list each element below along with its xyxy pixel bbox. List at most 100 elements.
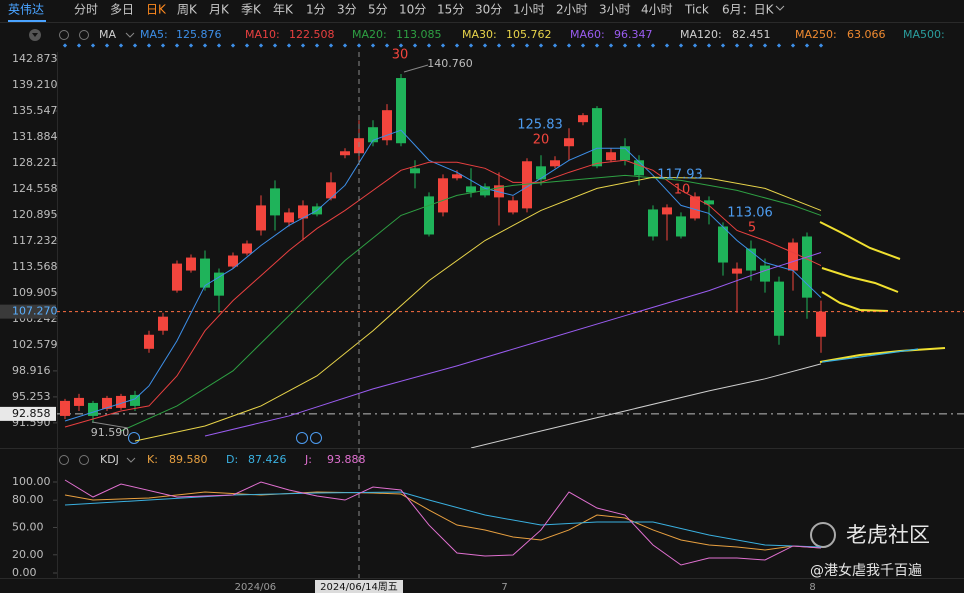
indicator-name: MA	[99, 28, 116, 41]
period-tab[interactable]: 年K	[273, 3, 294, 17]
period-tab[interactable]: 30分	[475, 3, 502, 17]
candle-body	[74, 397, 84, 406]
event-dot	[160, 43, 166, 48]
period-tab[interactable]: 5分	[368, 3, 388, 17]
period-tab[interactable]: 月K	[209, 3, 230, 17]
event-marker[interactable]	[296, 432, 308, 444]
candle-body	[172, 263, 182, 291]
legend-value: 122.508	[289, 28, 335, 41]
candle-body	[102, 397, 112, 409]
legend-value: 87.426	[248, 453, 287, 466]
candle-body	[270, 188, 280, 216]
period-tab[interactable]: 2小时	[556, 3, 588, 17]
legend-value: 93.888	[327, 453, 366, 466]
candle-body	[200, 258, 210, 288]
period-tab[interactable]: 多日	[110, 3, 134, 17]
event-dot	[90, 43, 96, 48]
candle-body	[214, 272, 224, 296]
indicator-line	[64, 129, 822, 422]
y-tick-label: 117.232	[12, 234, 58, 247]
candle-body	[802, 236, 812, 298]
candle-body	[130, 394, 140, 406]
candle-body	[368, 127, 378, 143]
y-tick-label: 102.579	[12, 338, 58, 351]
period-tab[interactable]: 周K	[177, 3, 198, 17]
event-dot	[76, 43, 82, 48]
y-tick-label: 120.895	[12, 208, 58, 221]
candle-body	[452, 174, 462, 179]
indicator-line	[134, 176, 822, 442]
period-tab[interactable]: 15分	[437, 3, 464, 17]
period-tab[interactable]: Tick	[684, 3, 709, 17]
event-dot	[188, 43, 194, 48]
legend-name: MA60:	[570, 28, 605, 41]
period-tab[interactable]: 季K	[241, 3, 262, 17]
period-tab[interactable]: 1小时	[513, 3, 545, 17]
indicator-line	[64, 491, 822, 551]
symbol-tab[interactable]: 英伟达	[8, 3, 44, 17]
candle-body	[326, 182, 336, 199]
candle-body	[186, 257, 196, 271]
period-dropdown[interactable]	[775, 5, 785, 11]
legend-value: 63.066	[847, 28, 886, 41]
annotation: 5	[748, 221, 756, 236]
y-tick-label: 124.558	[12, 182, 58, 195]
annotation: 140.760	[427, 57, 473, 70]
candle-body	[228, 255, 238, 267]
candle-body	[242, 243, 252, 254]
event-dot	[118, 43, 124, 48]
y-tick-label: 95.253	[12, 390, 51, 403]
y-tick-label: 113.568	[12, 260, 58, 273]
y-tick-label: 0.00	[12, 566, 37, 579]
legend-value: 96.347	[614, 28, 653, 41]
legend-name: MA120:	[680, 28, 722, 41]
kdj-dropdown[interactable]	[126, 457, 136, 463]
period-tab[interactable]: 3分	[337, 3, 357, 17]
y-tick-label: 131.884	[12, 130, 58, 143]
watermark-brand: 老虎社区	[846, 523, 930, 547]
period-tab[interactable]: 日K	[146, 3, 167, 17]
candle-body	[788, 242, 798, 271]
settings-icon[interactable]	[59, 30, 69, 40]
event-dot	[62, 43, 68, 48]
period-tab[interactable]: 10分	[399, 3, 426, 17]
candle-body	[760, 265, 770, 282]
price-tag	[0, 406, 56, 421]
y-tick-label: 128.221	[12, 156, 58, 169]
y-tick-label: 109.905	[12, 286, 58, 299]
period-tab[interactable]: 6月：日K	[722, 3, 775, 17]
indicator-name: KDJ	[100, 453, 119, 466]
period-tab[interactable]: 4小时	[641, 3, 673, 17]
candle-body	[256, 205, 266, 231]
candle-body	[396, 78, 406, 144]
annotation-leader	[91, 421, 129, 429]
candle-body	[410, 168, 420, 174]
indicator-line	[204, 252, 822, 437]
indicator-line	[120, 174, 822, 432]
candle-body	[592, 108, 602, 167]
event-marker[interactable]	[310, 432, 322, 444]
legend-name: MA500:	[903, 28, 945, 41]
period-tab[interactable]: 分时	[74, 3, 98, 17]
kdj-visibility-icon[interactable]	[79, 455, 89, 465]
legend-name: J:	[304, 453, 312, 466]
drawing-line	[821, 348, 919, 363]
period-tab[interactable]: 3小时	[599, 3, 631, 17]
collapse-arrow	[32, 33, 38, 37]
event-marker[interactable]	[128, 432, 140, 444]
candle-body	[676, 216, 686, 237]
event-dot	[244, 43, 250, 48]
visibility-icon[interactable]	[79, 30, 89, 40]
annotation: 113.06	[727, 206, 773, 221]
candle-body	[746, 248, 756, 271]
cursor-label: 2024/06/14周五	[320, 581, 398, 593]
ma-dropdown[interactable]	[125, 32, 135, 38]
price-plot	[57, 73, 964, 448]
legend-value: 113.085	[396, 28, 442, 41]
period-tab[interactable]: 1分	[306, 3, 326, 17]
legend-name: MA5:	[140, 28, 168, 41]
event-dot	[132, 43, 138, 48]
candle-body	[60, 400, 70, 416]
candle-body	[480, 186, 490, 196]
kdj-settings-icon[interactable]	[59, 455, 69, 465]
